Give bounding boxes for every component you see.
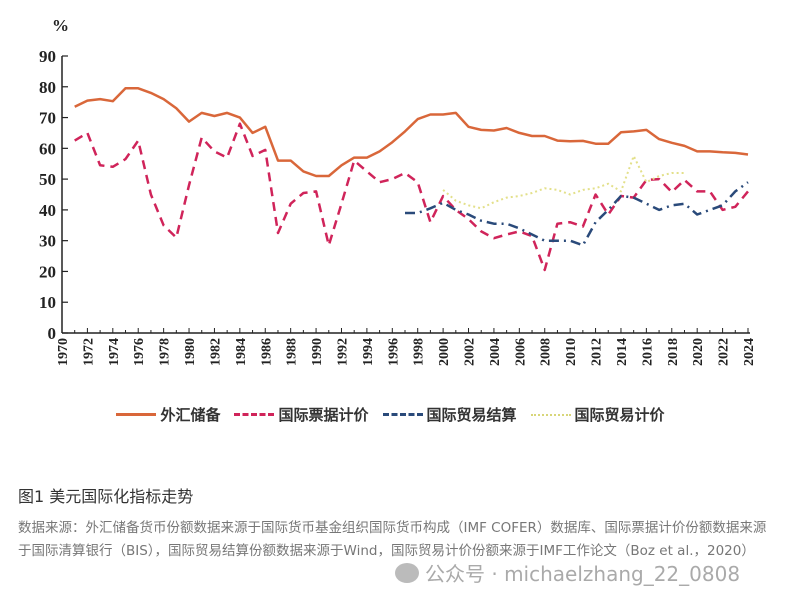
- x-tick-label: 2008: [539, 338, 554, 366]
- y-tick-label: 90: [39, 47, 56, 66]
- x-tick-label: 1982: [208, 338, 223, 366]
- y-tick-label: 0: [48, 324, 57, 343]
- legend: 外汇储备 国际票据计价 国际贸易结算 国际贸易计价: [0, 404, 789, 425]
- legend-label: 国际贸易结算: [426, 406, 517, 424]
- x-tick-label: 2006: [513, 338, 528, 366]
- legend-swatch-dotted: [530, 413, 571, 416]
- legend-swatch-dashed: [234, 413, 275, 416]
- x-tick-label: 1978: [158, 338, 173, 366]
- legend-label: 国际票据计价: [278, 406, 369, 424]
- x-tick-label: 1990: [310, 338, 325, 366]
- x-tick-label: 1994: [361, 338, 376, 366]
- x-tick-label: 1972: [81, 338, 96, 366]
- x-tick-label: 1992: [335, 338, 350, 366]
- x-tick-label: 1980: [183, 338, 198, 366]
- x-tick-label: 2004: [488, 338, 503, 366]
- y-axis-label: %: [52, 16, 69, 35]
- x-tick-label: 2002: [463, 338, 478, 366]
- figure-caption: 图1 美元国际化指标走势: [18, 487, 194, 506]
- x-tick-label: 2010: [564, 338, 579, 366]
- x-tick-label: 2018: [666, 338, 681, 366]
- y-tick-label: 30: [39, 232, 56, 251]
- legend-label: 国际贸易计价: [574, 406, 665, 424]
- wechat-icon: [395, 562, 419, 583]
- x-tick-label: 1996: [386, 338, 401, 366]
- watermark: 公众号 · michaelzhang_22_0808: [395, 558, 740, 587]
- series-line-2: [405, 181, 749, 247]
- y-tick-label: 50: [39, 170, 56, 189]
- data-source-note: 数据来源：外汇储备货币份额数据来源于国际货币基金组织国际货币构成（IMF COF…: [18, 520, 767, 559]
- x-tick-label: 1984: [234, 338, 249, 366]
- x-tick-label: 2020: [691, 338, 706, 366]
- watermark-text: 公众号 · michaelzhang_22_0808: [425, 562, 741, 586]
- y-tick-label: 20: [39, 262, 56, 281]
- y-tick-label: 70: [39, 109, 56, 128]
- series-line-1: [74, 122, 749, 272]
- y-tick-label: 10: [39, 293, 56, 312]
- x-tick-label: 1986: [259, 338, 274, 366]
- x-tick-label: 2022: [717, 338, 732, 366]
- legend-item-bills: 国际票据计价: [234, 404, 369, 425]
- y-tick-label: 60: [39, 139, 56, 158]
- y-tick-label: 80: [39, 78, 56, 97]
- legend-label: 外汇储备: [160, 406, 221, 424]
- x-tick-label: 2014: [615, 338, 630, 366]
- x-tick-label: 2012: [590, 338, 605, 366]
- x-tick-label: 1976: [132, 338, 147, 366]
- legend-item-settlement: 国际贸易结算: [382, 404, 517, 425]
- x-tick-label: 1974: [107, 338, 122, 366]
- x-tick-label: 1988: [285, 338, 300, 366]
- series-line-3: [442, 155, 685, 210]
- x-tick-label: 2016: [640, 338, 655, 366]
- x-tick-label: 1998: [412, 338, 427, 366]
- legend-item-invoicing: 国际贸易计价: [530, 404, 665, 425]
- y-tick-label: 40: [39, 201, 56, 220]
- legend-swatch-solid: [116, 413, 157, 416]
- x-tick-label: 1970: [56, 338, 71, 366]
- line-chart: % 0 10 20 30 40 50 60 70 80 90 1970 1972 1974 1976 1978…: [39, 16, 757, 366]
- legend-swatch-dashdot: [382, 413, 423, 416]
- legend-item-reserves: 外汇储备: [116, 404, 220, 425]
- x-tick-label: 2000: [437, 338, 452, 366]
- x-tick-label: 2024: [742, 338, 757, 366]
- series-line-0: [74, 87, 749, 178]
